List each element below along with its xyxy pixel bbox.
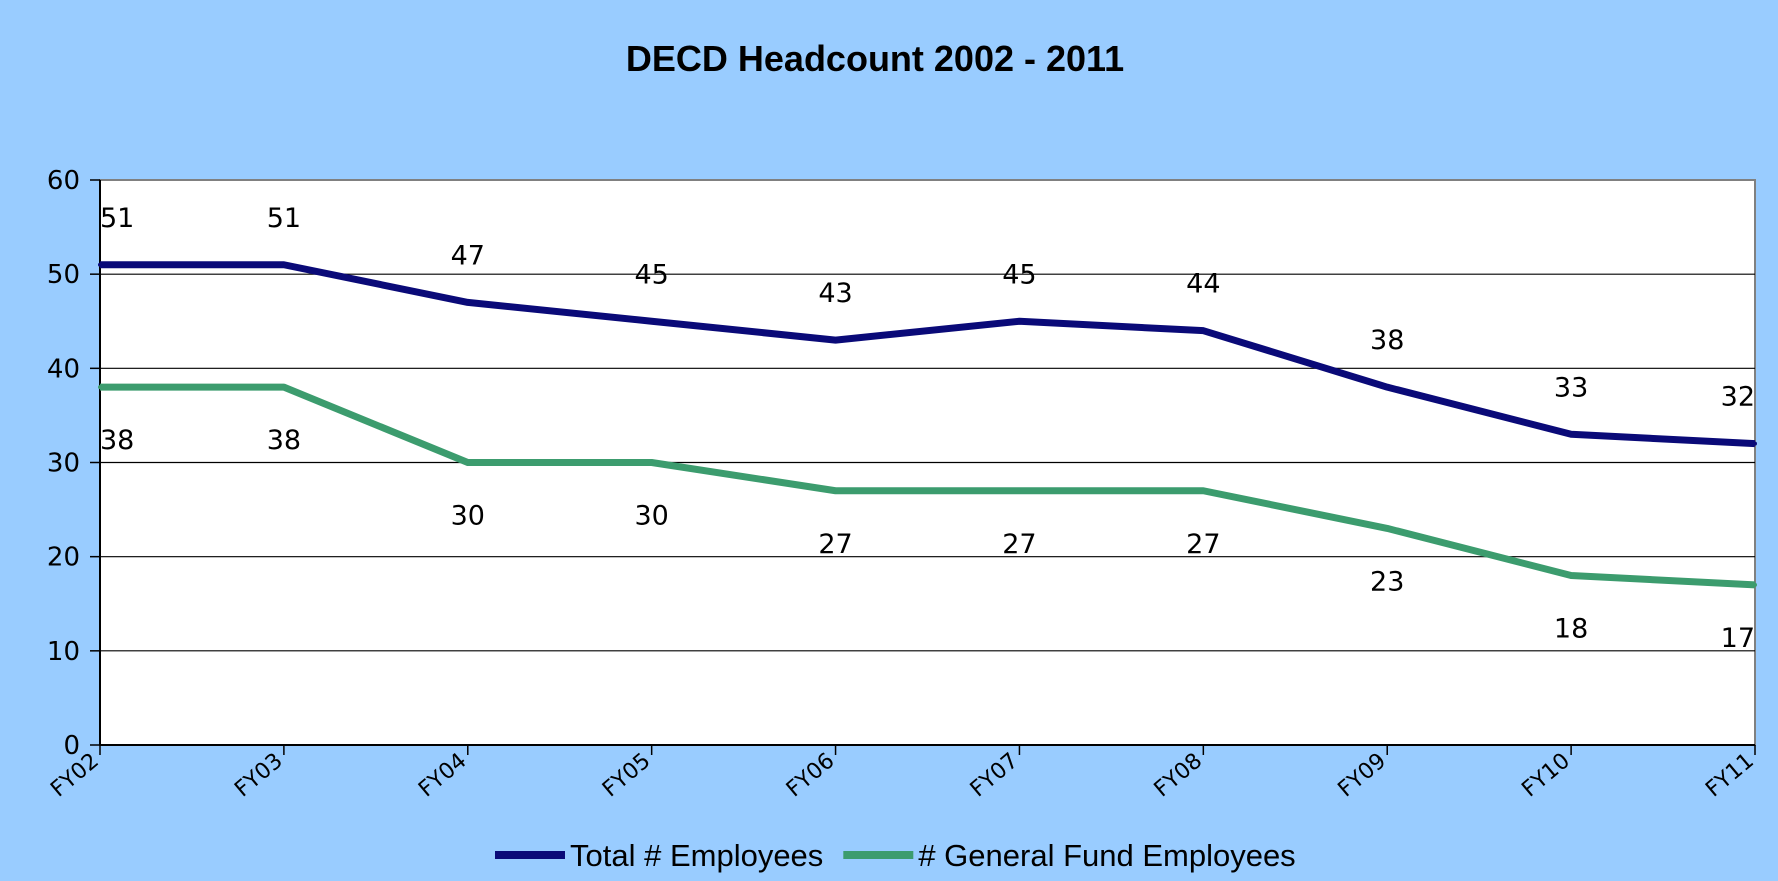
x-tick-label-FY05: FY05 — [598, 748, 656, 802]
series-0-point-1 — [281, 262, 286, 267]
series-0-data-label-3: 45 — [634, 259, 668, 290]
x-tick-label-FY09: FY09 — [1334, 748, 1392, 802]
series-lines — [98, 261, 1757, 589]
series-1-data-label-1: 38 — [267, 425, 301, 456]
series-0-point-8 — [1569, 432, 1574, 437]
series-0-point-7 — [1385, 385, 1390, 390]
legend-label-0: Total # Employees — [570, 838, 823, 873]
data-labels: 51 51 47 45 43 45 44 38 33 32 38 38 30 30 27 27 27 23 18 17 — [100, 203, 1755, 654]
series-0-data-label-8: 33 — [1554, 372, 1588, 403]
y-tick-label-60: 60 — [47, 166, 80, 196]
legend: Total # Employees # General Fund Employee… — [495, 838, 1296, 873]
series-0-point-3 — [649, 319, 654, 324]
series-1-data-label-8: 18 — [1554, 614, 1588, 645]
series-line-1 — [100, 383, 1756, 589]
legend-label-1: # General Fund Employees — [918, 838, 1295, 873]
y-tick-label-20: 20 — [47, 543, 80, 573]
series-0-point-9 — [1753, 441, 1757, 446]
series-1-data-label-3: 30 — [634, 501, 668, 532]
series-1-point-2 — [465, 460, 470, 465]
series-1-data-label-4: 27 — [818, 529, 852, 560]
x-tick-label-FY08: FY08 — [1150, 748, 1208, 802]
series-0-data-label-2: 47 — [451, 240, 485, 271]
y-tick-label-0: 0 — [63, 731, 80, 761]
series-0-data-label-5: 45 — [1002, 259, 1036, 290]
series-0-data-label-6: 44 — [1186, 269, 1220, 300]
series-1-point-1 — [281, 385, 286, 390]
y-tick-label-10: 10 — [47, 637, 80, 667]
series-0-data-label-1: 51 — [267, 203, 301, 234]
series-1-data-label-0: 38 — [100, 425, 134, 456]
series-0-point-6 — [1201, 328, 1206, 333]
series-1-point-7 — [1385, 526, 1390, 531]
series-1-data-label-9: 17 — [1721, 623, 1755, 654]
series-0-data-label-7: 38 — [1370, 325, 1404, 356]
y-tick-label-30: 30 — [47, 449, 80, 479]
series-1-point-9 — [1753, 582, 1757, 587]
x-tick-label-FY10: FY10 — [1517, 748, 1575, 802]
series-0-data-label-0: 51 — [100, 203, 134, 234]
series-1-point-8 — [1569, 573, 1574, 578]
chart-title: DECD Headcount 2002 - 2011 — [625, 38, 1125, 79]
series-1-point-5 — [1017, 488, 1022, 493]
series-1-point-0 — [98, 385, 102, 390]
series-0-data-label-4: 43 — [818, 278, 852, 309]
series-0-point-5 — [1017, 319, 1022, 324]
series-1-point-6 — [1201, 488, 1206, 493]
series-1-data-label-5: 27 — [1002, 529, 1036, 560]
series-1-point-3 — [649, 460, 654, 465]
gridlines — [100, 273, 1755, 652]
series-0-data-label-9: 32 — [1721, 382, 1755, 413]
series-1-data-label-2: 30 — [451, 501, 485, 532]
series-1-point-4 — [833, 488, 838, 493]
series-1-data-label-7: 23 — [1370, 566, 1404, 597]
series-1-data-label-6: 27 — [1186, 529, 1220, 560]
x-tick-label-FY06: FY06 — [782, 748, 840, 802]
y-tick-label-50: 50 — [47, 260, 80, 290]
series-line-0 — [100, 261, 1756, 448]
series-0-point-0 — [98, 262, 102, 267]
x-tick-label-FY07: FY07 — [966, 748, 1024, 802]
x-tick-label-FY11: FY11 — [1701, 748, 1759, 802]
series-0-point-2 — [465, 300, 470, 305]
series-0-point-4 — [833, 338, 838, 343]
x-tick-label-FY04: FY04 — [414, 748, 472, 802]
x-tick-label-FY03: FY03 — [230, 748, 288, 802]
y-tick-label-40: 40 — [47, 354, 80, 384]
